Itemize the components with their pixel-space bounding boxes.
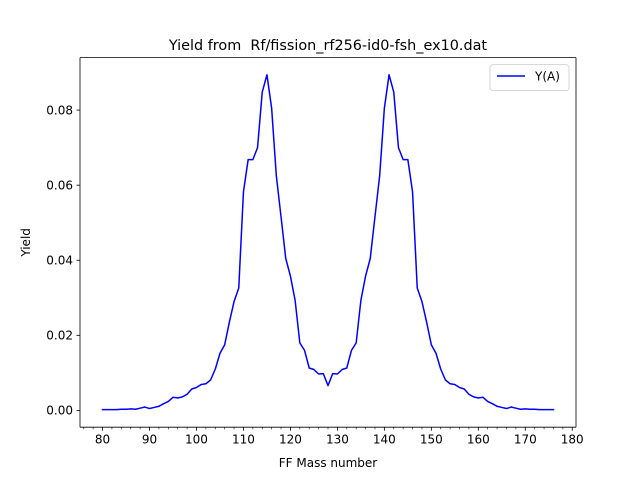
x-tick-label: 110 (232, 433, 255, 447)
x-tick-label: 90 (142, 433, 157, 447)
y-tick-label: 0.02 (46, 329, 73, 343)
y-axis: 0.00 0.02 0.04 0.06 0.08 (46, 103, 80, 418)
x-tick-label: 130 (326, 433, 349, 447)
x-tick-label: 120 (279, 433, 302, 447)
x-axis: 80 90 100 110 120 130 140 150 160 170 180 (83, 427, 584, 447)
x-tick-label: 160 (467, 433, 490, 447)
y-tick-label: 0.04 (46, 254, 73, 268)
y-tick-label: 0.06 (46, 178, 73, 192)
x-tick-label: 100 (185, 433, 208, 447)
x-tick-label: 150 (420, 433, 443, 447)
legend: Y(A) (489, 64, 570, 91)
legend-label-y-a: Y(A) (534, 70, 560, 84)
chart-title: Yield from Rf/fission_rf256-id0-fsh_ex10… (168, 38, 488, 54)
plot-area (101, 74, 555, 411)
y-axis-label: Yield (19, 228, 33, 258)
x-tick-label: 80 (95, 433, 110, 447)
y-tick-label: 0.00 (46, 404, 73, 418)
x-tick-label: 170 (514, 433, 537, 447)
x-axis-label: FF Mass number (279, 456, 378, 470)
axes-background (80, 57, 576, 428)
x-tick-label: 180 (561, 433, 584, 447)
y-tick-label: 0.08 (46, 103, 73, 117)
axes-frame (79, 57, 577, 428)
x-tick-label: 140 (373, 433, 396, 447)
series-line-0 (101, 74, 555, 411)
legend-box (489, 64, 570, 91)
